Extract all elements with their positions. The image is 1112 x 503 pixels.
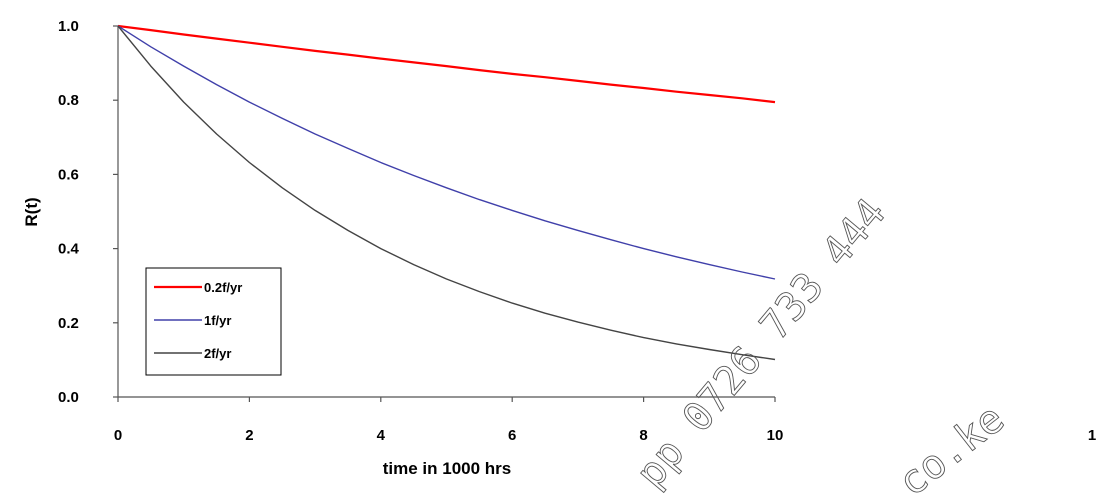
y-tick-label: 0.8 xyxy=(58,92,79,109)
x-tick-label: 8 xyxy=(639,427,647,444)
x-tick-label: 4 xyxy=(377,427,386,444)
legend-box xyxy=(145,267,282,376)
x-tick-label: 2 xyxy=(245,427,253,444)
series-line-3 xyxy=(117,25,776,361)
x-tick-label: 10 xyxy=(767,427,784,444)
legend-entries: 0.2f/yr 1f/yr 2f/yr xyxy=(154,280,242,361)
x-tick-label: 0 xyxy=(114,427,122,444)
y-axis-ticks: 0.0 0.2 0.4 0.6 0.8 1.0 xyxy=(58,18,118,406)
watermark-domain: co.ke xyxy=(890,395,1013,503)
y-tick-label: 0.0 xyxy=(58,389,79,406)
y-tick-label: 0.2 xyxy=(58,315,79,332)
series-line-1 xyxy=(117,24,776,104)
overflow-tick-label: 1 xyxy=(1088,427,1096,444)
x-axis-title: time in 1000 hrs xyxy=(383,459,512,478)
legend: 0.2f/yr 1f/yr 2f/yr xyxy=(145,267,282,376)
y-tick-label: 0.6 xyxy=(58,166,79,183)
series-line-2 xyxy=(117,25,776,280)
legend-label: 0.2f/yr xyxy=(204,280,242,295)
legend-label: 2f/yr xyxy=(204,346,231,361)
legend-label: 1f/yr xyxy=(204,313,231,328)
watermark-phone: pp 0726 733 444 xyxy=(627,190,894,496)
y-tick-label: 0.4 xyxy=(58,241,80,258)
y-axis-title: R(t) xyxy=(22,197,41,226)
y-tick-label: 1.0 xyxy=(58,18,79,35)
x-tick-label: 6 xyxy=(508,427,516,444)
series-lines xyxy=(117,24,776,361)
watermark: pp 0726 733 444 co.ke xyxy=(627,190,1014,503)
x-axis-ticks: 0 2 4 6 8 10 xyxy=(114,397,784,444)
